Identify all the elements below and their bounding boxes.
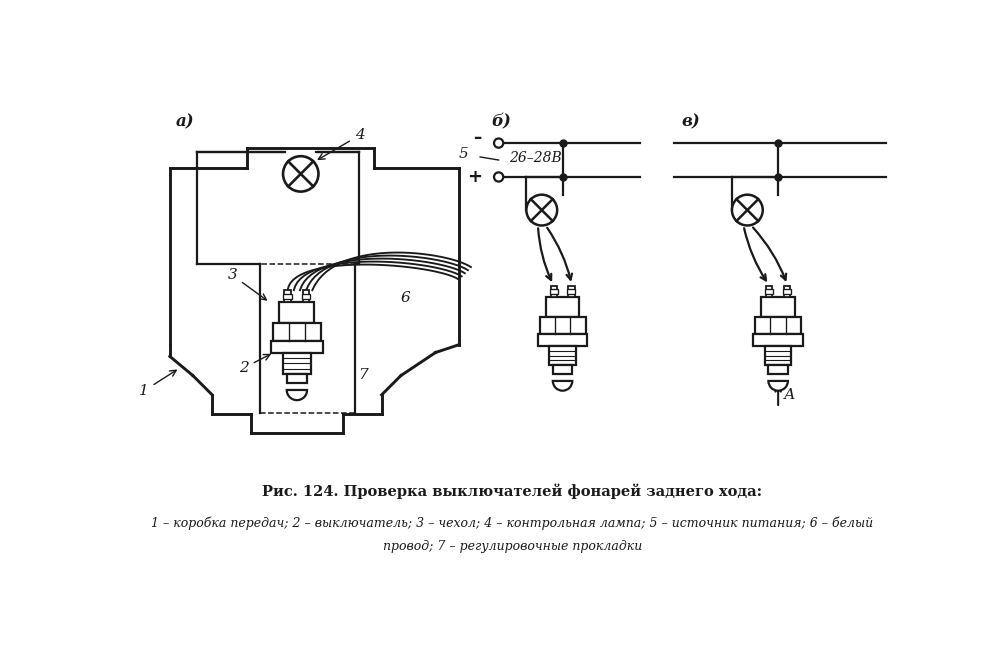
Circle shape: [526, 195, 557, 226]
FancyBboxPatch shape: [284, 291, 291, 303]
Wedge shape: [553, 381, 572, 391]
Text: а): а): [176, 113, 195, 130]
Circle shape: [283, 156, 318, 192]
FancyBboxPatch shape: [768, 366, 788, 374]
FancyBboxPatch shape: [765, 345, 791, 366]
FancyBboxPatch shape: [540, 316, 586, 334]
FancyBboxPatch shape: [567, 289, 575, 294]
Text: –: –: [473, 129, 482, 148]
FancyBboxPatch shape: [755, 316, 801, 334]
Text: Рис. 124. Проверка выключателей фонарей заднего хода:: Рис. 124. Проверка выключателей фонарей …: [262, 483, 763, 499]
FancyBboxPatch shape: [283, 294, 292, 299]
Text: 3: 3: [228, 269, 266, 300]
FancyBboxPatch shape: [550, 289, 558, 294]
FancyBboxPatch shape: [549, 345, 576, 366]
Polygon shape: [170, 148, 459, 433]
FancyBboxPatch shape: [279, 303, 314, 323]
Circle shape: [494, 138, 503, 148]
FancyBboxPatch shape: [568, 285, 575, 297]
FancyBboxPatch shape: [546, 297, 579, 316]
FancyBboxPatch shape: [303, 291, 309, 303]
FancyBboxPatch shape: [283, 353, 311, 373]
Wedge shape: [768, 381, 788, 391]
Circle shape: [732, 195, 763, 226]
Text: 4: 4: [318, 128, 364, 159]
Text: +: +: [467, 168, 482, 186]
Text: б): б): [491, 113, 511, 130]
Circle shape: [494, 172, 503, 182]
FancyBboxPatch shape: [761, 297, 795, 316]
FancyBboxPatch shape: [131, 98, 466, 476]
Text: 26–28В: 26–28В: [509, 151, 561, 164]
Text: 5: 5: [459, 148, 468, 162]
FancyBboxPatch shape: [271, 341, 323, 353]
Text: 1: 1: [139, 370, 176, 398]
FancyBboxPatch shape: [783, 289, 791, 294]
Text: провод; 7 – регулировочные прокладки: провод; 7 – регулировочные прокладки: [383, 540, 642, 553]
Text: 1 – коробка передач; 2 – выключатель; 3 – чехол; 4 – контрольная лампа; 5 – исто: 1 – коробка передач; 2 – выключатель; 3 …: [151, 517, 874, 531]
Text: 7: 7: [358, 369, 368, 382]
FancyBboxPatch shape: [784, 285, 790, 297]
FancyBboxPatch shape: [273, 323, 321, 341]
FancyBboxPatch shape: [287, 373, 307, 383]
FancyBboxPatch shape: [538, 334, 587, 345]
FancyBboxPatch shape: [766, 285, 772, 297]
Text: 2: 2: [239, 355, 270, 375]
FancyBboxPatch shape: [753, 334, 803, 345]
FancyBboxPatch shape: [551, 285, 557, 297]
FancyBboxPatch shape: [553, 366, 572, 374]
FancyBboxPatch shape: [765, 289, 773, 294]
Text: в): в): [682, 113, 701, 130]
Text: А: А: [784, 388, 795, 402]
Text: 6: 6: [401, 292, 411, 305]
FancyBboxPatch shape: [302, 294, 310, 299]
Wedge shape: [287, 390, 307, 400]
